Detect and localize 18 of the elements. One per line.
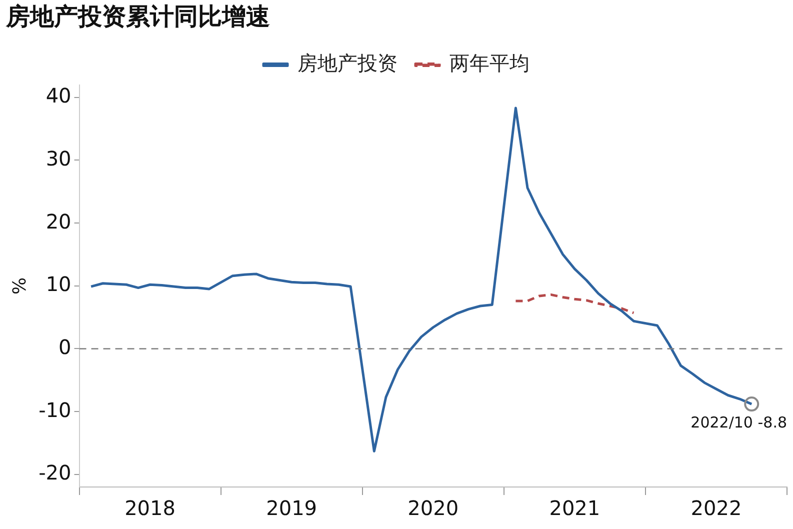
y-tick-label: 10: [46, 272, 72, 296]
legend-label: 两年平均: [450, 51, 530, 76]
y-tick-label: -20: [38, 460, 72, 485]
legend-label: 房地产投资: [298, 51, 398, 76]
y-tick-label: 40: [46, 84, 72, 108]
y-tick-label: -10: [38, 398, 72, 422]
x-tick-label: 2018: [124, 496, 176, 520]
x-tick-label: 2019: [266, 496, 318, 520]
x-tick-label: 2021: [549, 496, 600, 520]
y-tick-label: 30: [46, 146, 72, 170]
annotation: 2022/10 -8.8: [690, 413, 788, 432]
line-series: [514, 293, 635, 314]
x-tick-label: 2022: [690, 496, 742, 520]
chart-title: 房地产投资累计同比增速: [5, 2, 270, 31]
y-tick-label: 0: [58, 334, 72, 359]
x-tick-label: 2020: [408, 496, 459, 520]
y-axis-title: %: [9, 277, 30, 294]
y-tick-label: 20: [46, 209, 72, 234]
